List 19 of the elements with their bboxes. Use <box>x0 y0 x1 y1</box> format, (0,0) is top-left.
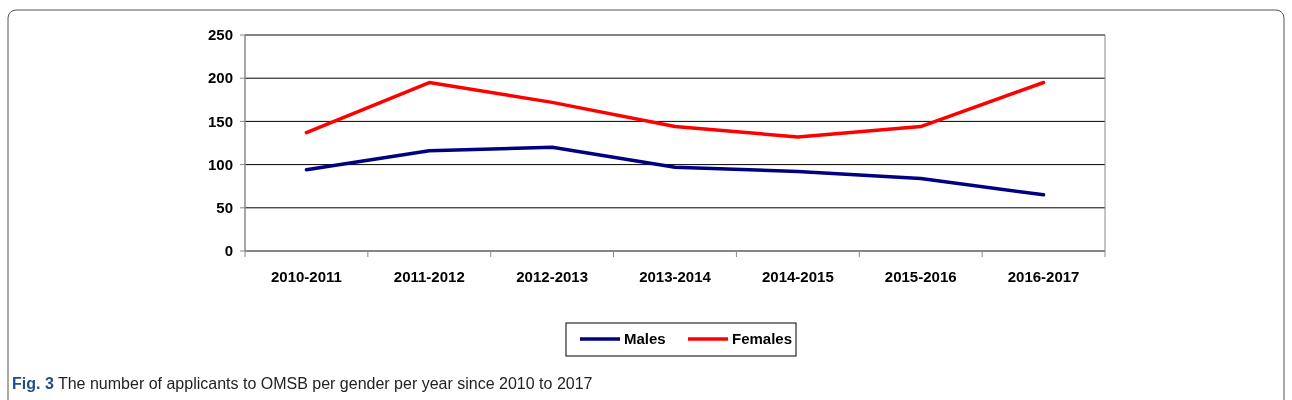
y-tick-label: 50 <box>216 199 233 217</box>
y-tick-label: 200 <box>207 69 233 87</box>
x-tick-label: 2014-2015 <box>761 268 834 285</box>
caption: Fig. 3 <box>12 375 54 392</box>
text: The number of applicants to OMSB per gender per year since 2010 to 2017 <box>53 375 593 392</box>
line-series <box>304 80 1046 139</box>
line-series <box>304 145 1046 197</box>
legend-label: Males <box>624 330 666 348</box>
x-tick-label: 2010-2011 <box>270 268 342 285</box>
y-tick-label: 100 <box>207 155 233 173</box>
x-tick-label: 2015-2016 <box>884 268 957 285</box>
x-tick-label: 2013-2014 <box>639 268 712 285</box>
x-tick-label: 2016-2017 <box>1007 268 1080 285</box>
x-tick-label: 2011-2012 <box>393 268 465 285</box>
legend-label: Females <box>732 330 793 348</box>
y-tick-label: 150 <box>207 112 233 130</box>
y-tick-label: 0 <box>224 242 233 260</box>
x-tick-label: 2012-2013 <box>516 268 589 285</box>
y-tick-label: 250 <box>207 26 233 44</box>
